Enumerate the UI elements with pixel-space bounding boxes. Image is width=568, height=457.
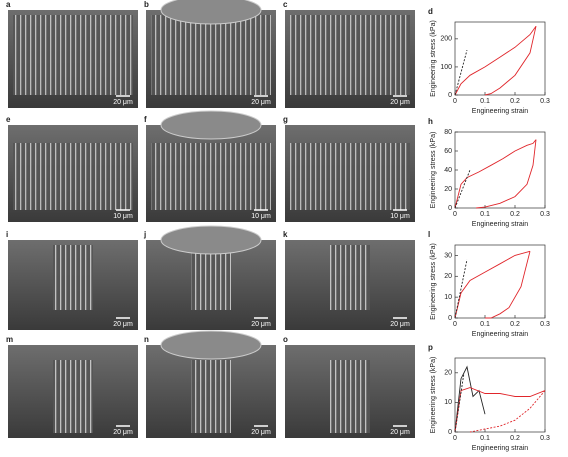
- scale-label: 20 μm: [251, 429, 271, 436]
- sem-lattice: [151, 143, 271, 210]
- y-tick-label: 0: [448, 205, 452, 212]
- panel-label: f: [144, 115, 147, 124]
- scale-label: 10 μm: [113, 213, 133, 220]
- indenter: [160, 330, 262, 360]
- x-tick-label: 0.1: [480, 435, 490, 442]
- y-axis-label: Engineering stress (kPa): [430, 243, 437, 320]
- plot-frame: [454, 244, 546, 319]
- curve: [454, 259, 468, 319]
- indenter: [160, 225, 262, 255]
- scale-label: 20 μm: [113, 429, 133, 436]
- panel-label: d: [428, 7, 433, 16]
- x-tick-label: 0.1: [480, 98, 490, 105]
- y-tick-label: 30: [444, 252, 452, 259]
- x-tick-label: 0.2: [510, 98, 520, 105]
- scale-label: 20 μm: [390, 321, 410, 328]
- x-axis-label: Engineering strain: [472, 221, 529, 228]
- scale-label: 20 μm: [390, 429, 410, 436]
- x-tick-label: 0: [453, 321, 457, 328]
- x-tick-label: 0.2: [510, 321, 520, 328]
- x-tick-label: 0.2: [510, 211, 520, 218]
- plot-frame: [454, 357, 546, 433]
- sem-lattice: [13, 15, 133, 95]
- panel-label: o: [283, 335, 288, 344]
- y-tick-label: 20: [444, 273, 452, 280]
- sem-pillar: [191, 245, 231, 310]
- panel-label: p: [428, 343, 433, 352]
- x-tick-label: 0: [453, 98, 457, 105]
- curve: [454, 372, 465, 433]
- x-tick-label: 0.3: [540, 435, 550, 442]
- curve: [454, 250, 531, 319]
- plot-frame: [454, 21, 546, 96]
- curve: [454, 49, 468, 96]
- curve: [469, 390, 546, 433]
- panel-label: k: [283, 230, 288, 239]
- scale-label: 20 μm: [113, 321, 133, 328]
- y-tick-label: 20: [444, 186, 452, 193]
- panel-label: e: [6, 115, 11, 124]
- x-tick-label: 0.1: [480, 321, 490, 328]
- curve: [454, 365, 486, 433]
- y-tick-label: 20: [444, 370, 452, 377]
- panel-label: n: [144, 335, 149, 344]
- y-tick-label: 100: [440, 64, 452, 71]
- sem-lattice: [151, 15, 271, 95]
- curve: [485, 251, 531, 319]
- scale-label: 20 μm: [390, 99, 410, 106]
- y-tick-label: 40: [444, 167, 452, 174]
- y-tick-label: 0: [448, 315, 452, 322]
- sem-lattice: [13, 143, 133, 210]
- x-axis-label: Engineering strain: [472, 108, 529, 115]
- x-tick-label: 0.2: [510, 435, 520, 442]
- panel-label: m: [6, 335, 13, 344]
- sem-pillar: [53, 245, 93, 310]
- y-axis-label: Engineering stress (kPa): [430, 357, 437, 434]
- indenter: [160, 0, 262, 25]
- sem-lattice: [290, 15, 410, 95]
- y-axis-label: Engineering stress (kPa): [430, 20, 437, 97]
- panel-label: j: [143, 230, 146, 239]
- scale-label: 10 μm: [251, 213, 271, 220]
- scale-label: 20 μm: [113, 99, 133, 106]
- x-tick-label: 0.1: [480, 211, 490, 218]
- y-tick-label: 0: [448, 92, 452, 99]
- panel-label: l: [428, 230, 430, 239]
- curve: [475, 139, 537, 209]
- y-tick-label: 0: [448, 429, 452, 436]
- sem-pillar: [53, 360, 93, 433]
- x-tick-label: 0.3: [540, 321, 550, 328]
- panel-label: a: [6, 0, 11, 9]
- panel-label: h: [428, 117, 433, 126]
- curve: [454, 25, 537, 96]
- sem-lattice: [290, 143, 410, 210]
- y-tick-label: 10: [444, 399, 452, 406]
- panel-label: i: [6, 230, 8, 239]
- scale-label: 20 μm: [251, 321, 271, 328]
- sem-pillar: [191, 360, 231, 433]
- sem-pillar: [330, 360, 370, 433]
- x-axis-label: Engineering strain: [472, 445, 529, 452]
- curve: [454, 139, 537, 209]
- scale-label: 20 μm: [251, 99, 271, 106]
- x-tick-label: 0.3: [540, 98, 550, 105]
- scale-label: 10 μm: [390, 213, 410, 220]
- y-tick-label: 200: [440, 36, 452, 43]
- panel-label: g: [283, 115, 288, 124]
- sem-pillar: [330, 245, 370, 310]
- indenter: [160, 110, 262, 140]
- x-tick-label: 0: [453, 435, 457, 442]
- x-tick-label: 0.3: [540, 211, 550, 218]
- y-tick-label: 10: [444, 294, 452, 301]
- y-tick-label: 80: [444, 129, 452, 136]
- panel-label: b: [144, 0, 149, 9]
- x-axis-label: Engineering strain: [472, 331, 529, 338]
- curve: [454, 387, 546, 433]
- panel-label: c: [283, 0, 288, 9]
- y-axis-label: Engineering stress (kPa): [430, 132, 437, 209]
- y-tick-label: 60: [444, 148, 452, 155]
- x-tick-label: 0: [453, 211, 457, 218]
- curve: [484, 26, 537, 96]
